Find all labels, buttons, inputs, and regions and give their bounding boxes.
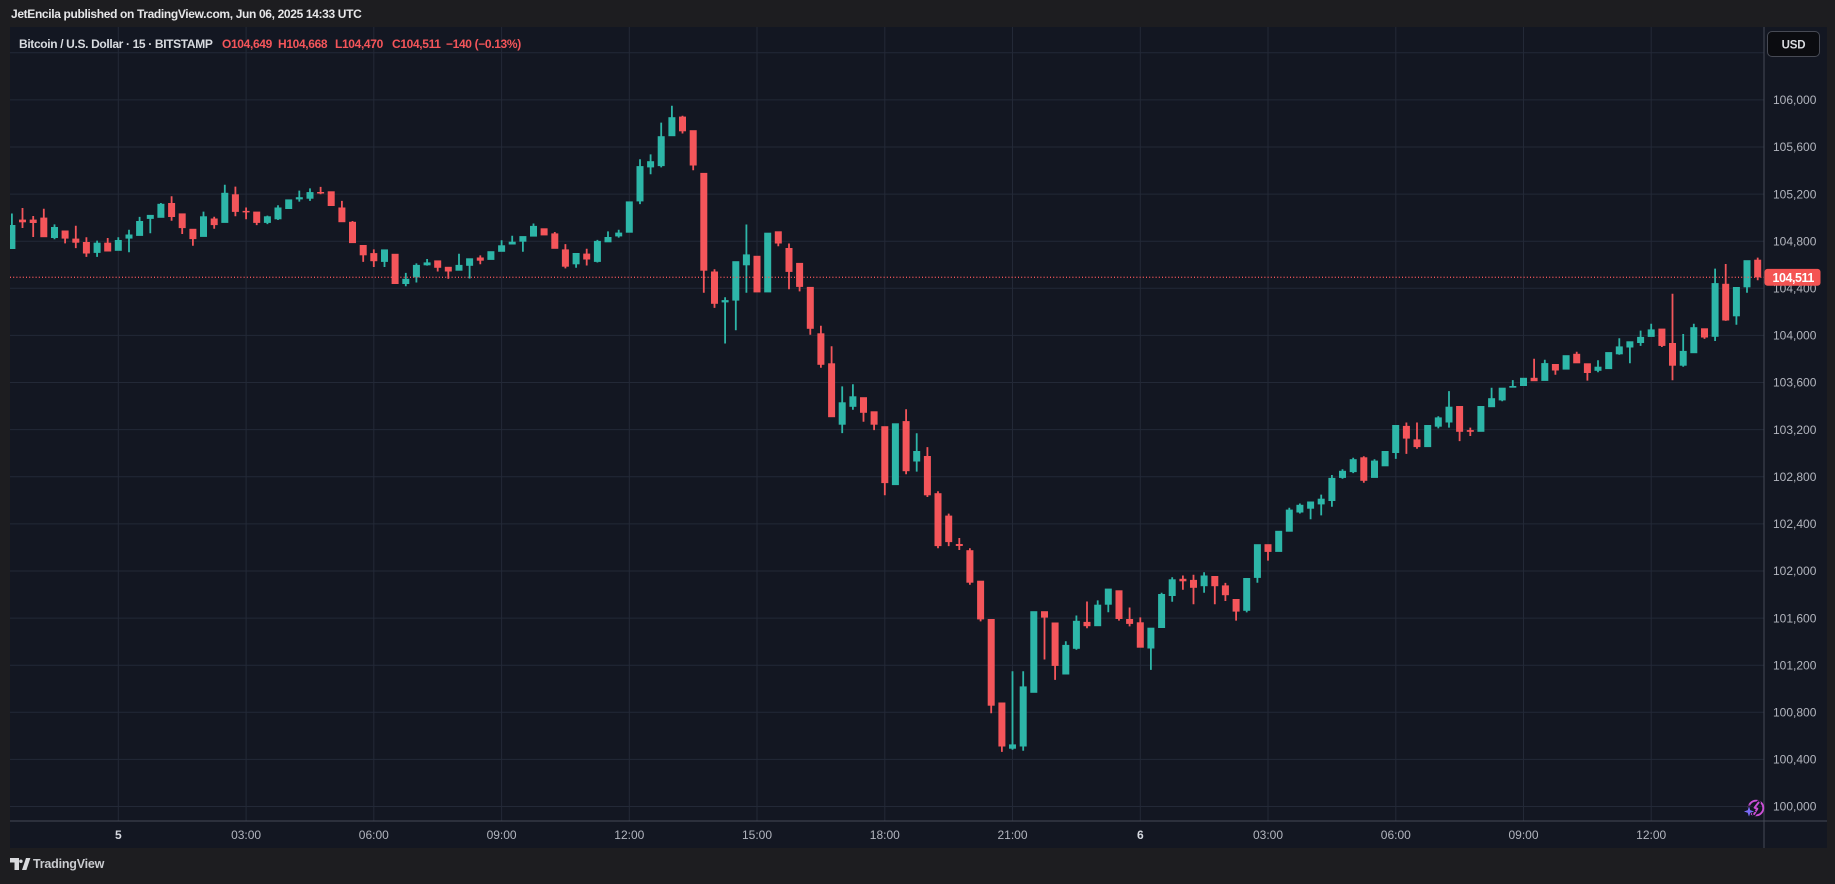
svg-text:6: 6 [1137,828,1144,842]
svg-text:104,511: 104,511 [1773,271,1815,285]
svg-text:09:00: 09:00 [487,828,517,842]
svg-text:103,200: 103,200 [1773,423,1817,437]
svg-text:06:00: 06:00 [1381,828,1411,842]
svg-text:03:00: 03:00 [1253,828,1283,842]
svg-text:101,600: 101,600 [1773,611,1817,625]
svg-text:12:00: 12:00 [1636,828,1666,842]
svg-text:06:00: 06:00 [359,828,389,842]
svg-text:104,800: 104,800 [1773,234,1817,248]
svg-text:102,400: 102,400 [1773,517,1817,531]
svg-text:09:00: 09:00 [1508,828,1538,842]
svg-text:104,000: 104,000 [1773,329,1817,343]
svg-text:100,400: 100,400 [1773,753,1817,767]
svg-text:03:00: 03:00 [231,828,261,842]
svg-text:105,200: 105,200 [1773,187,1817,201]
svg-text:106,000: 106,000 [1773,93,1817,107]
svg-text:101,200: 101,200 [1773,658,1817,672]
svg-text:12:00: 12:00 [614,828,644,842]
svg-text:105,600: 105,600 [1773,140,1817,154]
svg-text:18:00: 18:00 [870,828,900,842]
svg-text:103,600: 103,600 [1773,376,1817,390]
svg-text:100,800: 100,800 [1773,706,1817,720]
svg-text:102,000: 102,000 [1773,564,1817,578]
svg-text:USD: USD [1782,40,1806,52]
svg-text:100,000: 100,000 [1773,800,1817,814]
svg-text:21:00: 21:00 [997,828,1027,842]
svg-text:5: 5 [115,828,122,842]
svg-text:15:00: 15:00 [742,828,772,842]
svg-text:Bitcoin / U.S. Dollar · 15 · B: Bitcoin / U.S. Dollar · 15 · BITSTAMP [19,37,213,51]
svg-text:102,800: 102,800 [1773,470,1817,484]
